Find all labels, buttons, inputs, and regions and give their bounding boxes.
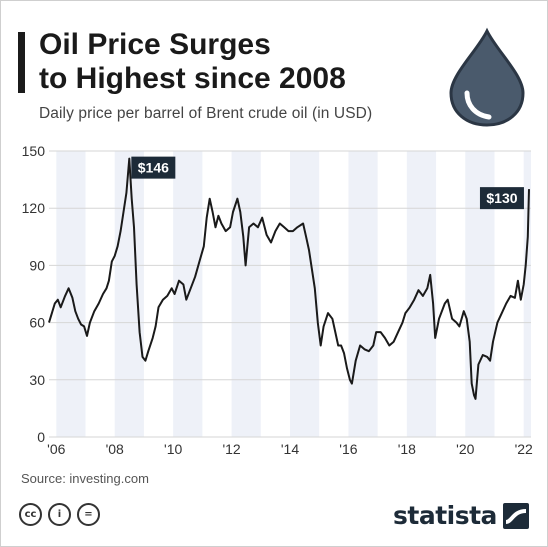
annotation-label: $146 [138, 160, 169, 176]
title-line-1: Oil Price Surges [39, 28, 271, 61]
creative-commons-icon[interactable]: cc [19, 503, 42, 526]
series-line-brent [48, 157, 530, 400]
annotation-label: $130 [486, 190, 517, 206]
x-tick-label: '08 [106, 441, 124, 457]
x-tick-label: '20 [456, 441, 474, 457]
statista-logo-icon [502, 502, 529, 529]
attribution-icon[interactable]: i [48, 503, 71, 526]
brand-wordmark: statista [393, 501, 497, 530]
x-tick-label: '14 [281, 441, 299, 457]
brent-price-line-chart: 0 30 60 90 120 150 '06 '08 '10 '12 '14 '16 '18 '20 '2… [22, 143, 533, 457]
y-tick-label: 90 [29, 257, 45, 273]
source-note: Source: investing.com [21, 471, 149, 486]
x-tick-label: '10 [164, 441, 182, 457]
x-axis-ticks: '06 '08 '10 '12 '14 '16 '18 '20 '22 [47, 441, 533, 457]
y-axis-ticks: 0 30 60 90 120 150 [22, 143, 46, 445]
x-tick-label: '06 [47, 441, 65, 457]
annotation-box [131, 156, 176, 179]
chart-subtitle: Daily price per barrel of Brent crude oi… [39, 105, 373, 122]
y-tick-label: 120 [22, 200, 46, 216]
y-tick-label: 0 [37, 429, 45, 445]
year-band-2008 [114, 151, 144, 437]
annotation-box [479, 187, 524, 210]
no-derivatives-icon[interactable]: = [77, 503, 100, 526]
oil-drop-icon [449, 27, 525, 127]
y-tick-label: 150 [22, 143, 46, 159]
gridlines [49, 150, 531, 438]
title-accent-bar [18, 32, 25, 93]
y-tick-label: 60 [29, 315, 45, 331]
x-tick-label: '12 [222, 441, 240, 457]
y-tick-label: 30 [29, 372, 45, 388]
title-line-2: to Highest since 2008 [39, 62, 346, 95]
x-tick-label: '22 [515, 441, 533, 457]
year-band-2016 [348, 151, 378, 437]
x-tick-label: '18 [398, 441, 416, 457]
license-icons: cc i = [19, 503, 100, 526]
year-band-2012 [231, 151, 261, 437]
statista-logo[interactable]: statista [393, 501, 529, 530]
data-annotations: $146 $130 [131, 156, 524, 210]
chart-title: Oil Price Surges to Highest since 2008 [39, 28, 399, 96]
x-tick-label: '16 [339, 441, 357, 457]
year-bands [56, 151, 531, 437]
year-band-2022 [523, 151, 531, 437]
